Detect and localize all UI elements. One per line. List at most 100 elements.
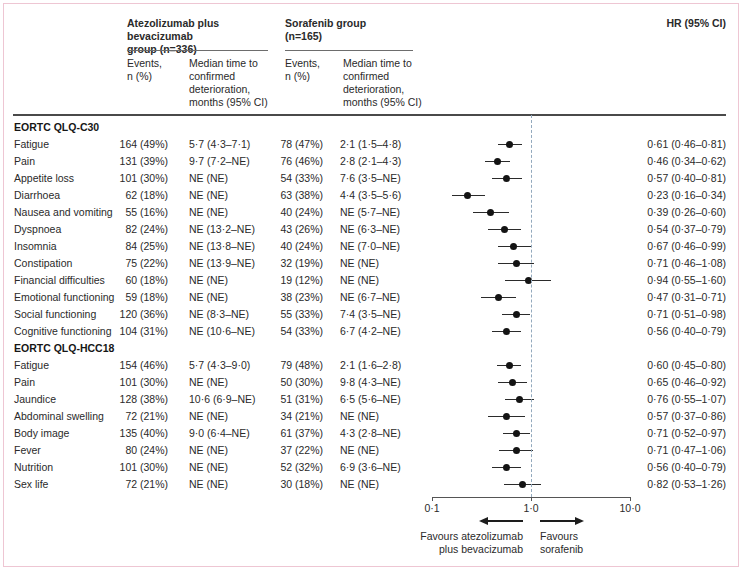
section-title: EORTC QLQ-HCC18 — [14, 342, 214, 355]
hr-value: 0·61 (0·46–0·81) — [636, 138, 726, 151]
group2-median-value: NE (7·0–NE) — [340, 240, 445, 253]
group2-events-value: 51 (31%) — [259, 393, 323, 406]
table-row: Fatigue154 (46%)5·7 (4·3–9·0)79 (48%)2·1… — [0, 357, 742, 374]
section-row: EORTC QLQ-C30 — [0, 119, 742, 136]
hr-column-header: HR (95% CI) — [626, 17, 726, 30]
group1-events-value: 55 (16%) — [104, 206, 168, 219]
group2-median-value: 6·5 (5·6–NE) — [340, 393, 445, 406]
group2-events-value: 52 (32%) — [259, 461, 323, 474]
group2-events-value: 79 (48%) — [259, 359, 323, 372]
group1-median-subheader: Median time to confirmed deterioration, … — [189, 57, 284, 109]
group1-events-value: 101 (30%) — [104, 376, 168, 389]
group1-events-value: 59 (18%) — [104, 291, 168, 304]
group2-events-value: 19 (12%) — [259, 274, 323, 287]
group1-events-value: 101 (30%) — [104, 172, 168, 185]
x-axis-tick — [432, 497, 433, 501]
group2-median-value: NE (NE) — [340, 274, 445, 287]
group2-median-value: NE (5·7–NE) — [340, 206, 445, 219]
group2-events-value: 54 (33%) — [259, 325, 323, 338]
hr-value: 0·23 (0·16–0·34) — [636, 189, 726, 202]
hr-value: 0·71 (0·46–1·08) — [636, 257, 726, 270]
table-row: Appetite loss101 (30%)NE (NE)54 (33%)7·6… — [0, 170, 742, 187]
hr-point — [506, 141, 513, 148]
hr-value: 0·47 (0·31–0·71) — [636, 291, 726, 304]
group1-events-subheader: Events, n (%) — [127, 57, 182, 83]
hr-point — [503, 464, 510, 471]
group2-events-value: 34 (21%) — [259, 410, 323, 423]
hr-point — [513, 311, 520, 318]
section-row: EORTC QLQ-HCC18 — [0, 340, 742, 357]
group1-events-value: 128 (38%) — [104, 393, 168, 406]
table-row: Social functioning120 (36%)NE (8·3–NE)55… — [0, 306, 742, 323]
hr-point — [513, 260, 520, 267]
group2-median-value: 7·6 (3·5–NE) — [340, 172, 445, 185]
hr-point — [464, 192, 471, 199]
table-row: Body image135 (40%)9·0 (6·4–NE)61 (37%)4… — [0, 425, 742, 442]
forest-plot-figure: Atezolizumab plus bevacizumab group (n=3… — [0, 0, 742, 570]
hr-value: 0·65 (0·46–0·92) — [636, 376, 726, 389]
group1-events-value: 164 (49%) — [104, 138, 168, 151]
hr-point — [516, 396, 523, 403]
hr-point — [506, 362, 513, 369]
table-row: Jaundice128 (38%)10·6 (6·9–NE)51 (31%)6·… — [0, 391, 742, 408]
group2-median-value: 6·9 (3·6–NE) — [340, 461, 445, 474]
table-row: Sex life72 (21%)NE (NE)30 (18%)NE (NE)0·… — [0, 476, 742, 493]
hr-value: 0·67 (0·46–0·99) — [636, 240, 726, 253]
group2-events-value: 32 (19%) — [259, 257, 323, 270]
x-axis-tick — [531, 497, 532, 501]
hr-value: 0·60 (0·45–0·80) — [636, 359, 726, 372]
hr-value: 0·82 (0·53–1·26) — [636, 478, 726, 491]
section-title: EORTC QLQ-C30 — [14, 121, 214, 134]
header-rule — [13, 114, 726, 116]
table-row: Dyspnoea82 (24%)NE (13·2–NE)43 (26%)NE (… — [0, 221, 742, 238]
hr-value: 0·57 (0·40–0·81) — [636, 172, 726, 185]
table-row: Nausea and vomiting55 (16%)NE (NE)40 (24… — [0, 204, 742, 221]
group2-median-value: NE (NE) — [340, 444, 445, 457]
table-row: Fatigue164 (49%)5·7 (4·3–7·1)78 (47%)2·1… — [0, 136, 742, 153]
hr-point — [510, 243, 517, 250]
hr-value: 0·94 (0·55–1·60) — [636, 274, 726, 287]
group1-events-value: 84 (25%) — [104, 240, 168, 253]
right-arrow-head-icon — [575, 517, 584, 525]
group1-events-value: 104 (31%) — [104, 325, 168, 338]
hr-value: 0·76 (0·55–1·07) — [636, 393, 726, 406]
group2-median-value: NE (NE) — [340, 257, 445, 270]
favours-left-label: Favours atezolizumab plus bevacizumab — [400, 530, 523, 556]
group2-events-subheader: Events, n (%) — [285, 57, 340, 83]
group1-events-value: 62 (18%) — [104, 189, 168, 202]
hr-value: 0·54 (0·37–0·79) — [636, 223, 726, 236]
table-row: Pain101 (30%)NE (NE)50 (30%)9·8 (4·3–NE)… — [0, 374, 742, 391]
hr-value: 0·57 (0·37–0·86) — [636, 410, 726, 423]
hr-value: 0·39 (0·26–0·60) — [636, 206, 726, 219]
group2-events-value: 63 (38%) — [259, 189, 323, 202]
group2-median-subheader: Median time to confirmed deterioration, … — [343, 57, 438, 109]
table-row: Diarrhoea62 (18%)NE (NE)63 (38%)4·4 (3·5… — [0, 187, 742, 204]
group1-events-value: 60 (18%) — [104, 274, 168, 287]
table-row: Constipation75 (22%)NE (13·9–NE)32 (19%)… — [0, 255, 742, 272]
group2-events-value: 43 (26%) — [259, 223, 323, 236]
hr-value: 0·71 (0·47–1·06) — [636, 444, 726, 457]
hr-value: 0·46 (0·34–0·62) — [636, 155, 726, 168]
group2-median-value: NE (6·3–NE) — [340, 223, 445, 236]
group2-median-value: NE (NE) — [340, 410, 445, 423]
group2-median-value: 2·1 (1·5–4·8) — [340, 138, 445, 151]
group2-events-value: 37 (22%) — [259, 444, 323, 457]
group2-events-value: 76 (46%) — [259, 155, 323, 168]
group2-median-value: NE (6·7–NE) — [340, 291, 445, 304]
group1-events-value: 82 (24%) — [104, 223, 168, 236]
group2-events-value: 40 (24%) — [259, 206, 323, 219]
group2-events-value: 78 (47%) — [259, 138, 323, 151]
table-row: Insomnia84 (25%)NE (13·8–NE)40 (24%)NE (… — [0, 238, 742, 255]
group1-events-value: 72 (21%) — [104, 410, 168, 423]
group2-underline — [285, 50, 413, 51]
hr-point — [495, 294, 502, 301]
group1-events-value: 72 (21%) — [104, 478, 168, 491]
table-row: Abdominal swelling72 (21%)NE (NE)34 (21%… — [0, 408, 742, 425]
group2-median-value: 2·1 (1·6–2·8) — [340, 359, 445, 372]
favours-right-label: Favours sorafenib — [540, 530, 620, 556]
group2-events-value: 50 (30%) — [259, 376, 323, 389]
left-arrow-head-icon — [479, 517, 488, 525]
table-row: Financial difficulties60 (18%)NE (NE)19 … — [0, 272, 742, 289]
group1-events-value: 135 (40%) — [104, 427, 168, 440]
group2-median-value: 2·8 (2·1–4·3) — [340, 155, 445, 168]
